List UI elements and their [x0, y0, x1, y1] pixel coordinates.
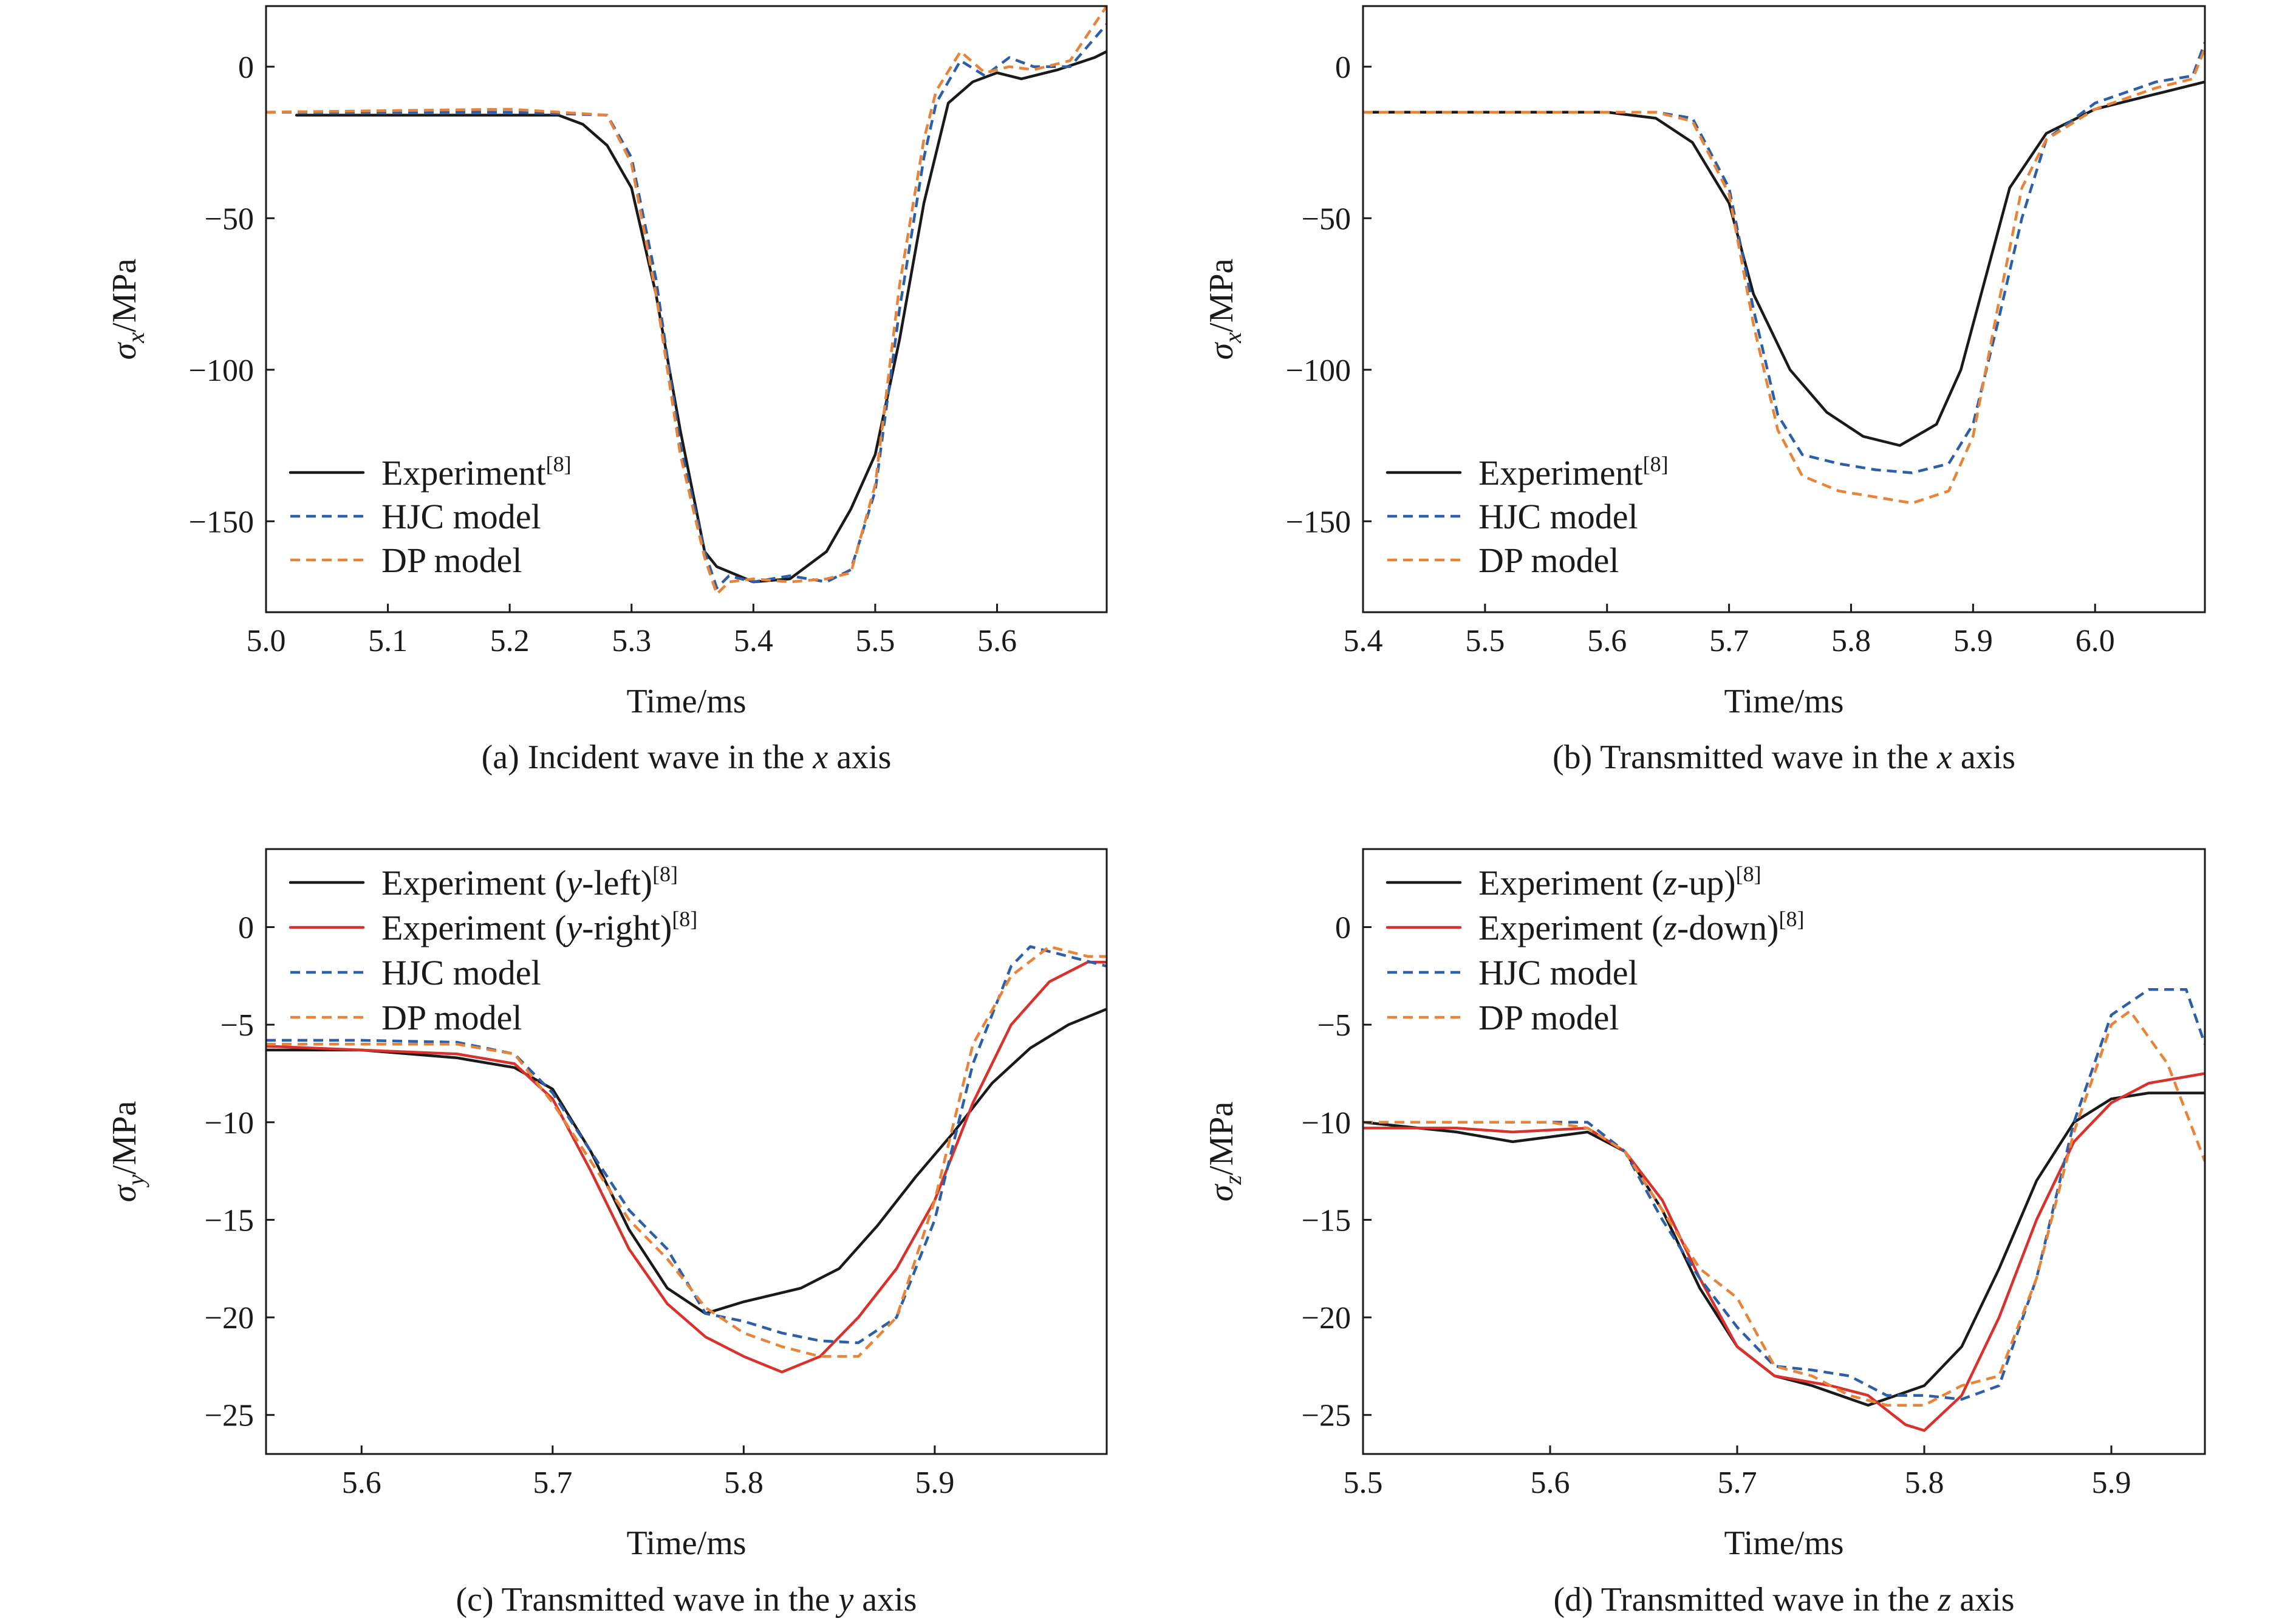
series-line-1-1	[295, 50, 1107, 584]
x-tick-label: 5.9	[2092, 1466, 2131, 1500]
x-tick-label: 5.3	[612, 624, 651, 658]
legend-entry: HJC model	[1478, 953, 1638, 992]
x-tick-label: 5.6	[1587, 624, 1627, 658]
x-tick-label: 5.9	[915, 1466, 954, 1500]
x-tick-label: 5.6	[977, 624, 1017, 658]
panel-caption: (a) Incident wave in the x axis	[482, 739, 892, 776]
y-tick-label: −20	[1302, 1301, 1351, 1336]
y-tick-label: −50	[1302, 202, 1351, 236]
chart-panel-2: 5.4 5.5 5.6 5.7 5.8 5.9 6.0 0 −50 −100 −150 Time/ms…	[1203, 5, 2206, 776]
x-tick-label: 5.8	[1905, 1466, 1944, 1500]
x-tick-label: 5.4	[734, 624, 773, 658]
series-line-4-1	[1363, 1091, 2205, 1407]
legend-entry: DP model	[1478, 541, 1619, 580]
x-axis-label: Time/ms	[1724, 683, 1843, 720]
x-tick-label: 5.6	[1531, 1466, 1570, 1500]
panel-caption: (c) Transmitted wave in the y axis	[456, 1581, 917, 1619]
x-tick-label: 5.5	[1344, 1466, 1383, 1500]
y-axis-label: σy/MPa	[106, 1101, 149, 1202]
y-tick-label: −25	[1302, 1399, 1351, 1433]
legend-entry: Experiment (z-up)[8]	[1478, 862, 1761, 903]
y-tick-label: −100	[189, 353, 254, 388]
legend-entry: Experiment (y-right)[8]	[381, 907, 697, 947]
plot-frame	[265, 848, 1108, 1455]
y-tick-label: −150	[189, 505, 254, 539]
x-tick-label: 5.4	[1344, 624, 1383, 658]
legend-entry: DP model	[381, 998, 522, 1037]
y-tick-label: −25	[205, 1399, 254, 1433]
x-tick-label: 5.5	[855, 624, 895, 658]
y-tick-label: 0	[1335, 50, 1351, 85]
legend-entry: Experiment (z-down)[8]	[1478, 907, 1804, 947]
x-tick-label: 5.8	[1831, 624, 1871, 658]
x-tick-label: 6.0	[2076, 624, 2115, 658]
x-tick-label: 5.6	[342, 1466, 381, 1500]
series-line-2-3	[1363, 48, 2205, 505]
x-tick-label: 5.8	[724, 1466, 764, 1500]
plot-frame	[1362, 848, 2206, 1455]
y-tick-label: −10	[1302, 1106, 1351, 1141]
y-tick-label: −15	[205, 1203, 254, 1238]
y-tick-label: −100	[1286, 353, 1351, 388]
y-tick-label: 0	[238, 911, 254, 946]
x-tick-label: 5.7	[533, 1466, 572, 1500]
chart-panel-1: 5.0 5.1 5.2 5.3 5.4 5.5 5.6 0 −50 −100 −150 Time/ms…	[106, 5, 1108, 776]
chart-panel-4: 5.5 5.6 5.7 5.8 5.9 0 −5 −10 −15 −20 −25 Time/ms σz/…	[1203, 848, 2206, 1619]
y-axis-label: σx/MPa	[1203, 258, 1246, 360]
series-line-4-3	[1363, 988, 2205, 1401]
series-line-1-3	[266, 6, 1107, 596]
chart-panel-3: 5.6 5.7 5.8 5.9 0 −5 −10 −15 −20 −25 Time/ms σy/MPa…	[106, 848, 1108, 1619]
legend-entry: Experiment[8]	[381, 452, 572, 493]
series-line-4-2	[1363, 1072, 2205, 1432]
y-tick-label: −20	[205, 1301, 254, 1336]
y-axis-label: σx/MPa	[106, 258, 149, 360]
y-tick-label: −10	[205, 1106, 254, 1141]
y-tick-label: −50	[205, 202, 254, 236]
x-tick-label: 5.7	[1718, 1466, 1757, 1500]
series-line-2-1	[1363, 80, 2205, 447]
x-axis-label: Time/ms	[626, 683, 746, 720]
y-tick-label: −15	[1302, 1203, 1351, 1238]
plot-frame	[265, 5, 1108, 613]
x-tick-label: 5.5	[1465, 624, 1505, 658]
legend-entry: Experiment (y-left)[8]	[381, 862, 678, 903]
x-axis-label: Time/ms	[626, 1524, 746, 1562]
legend-entry: HJC model	[381, 497, 541, 536]
plot-frame	[1362, 5, 2206, 613]
x-tick-label: 5.1	[368, 624, 408, 658]
x-tick-label: 5.9	[1953, 624, 1993, 658]
series-line-4-4	[1363, 1009, 2205, 1407]
y-tick-label: 0	[1335, 911, 1351, 946]
y-tick-label: 0	[238, 50, 254, 85]
y-tick-label: −5	[1317, 1008, 1351, 1043]
legend-entry: DP model	[381, 541, 522, 580]
y-tick-label: −150	[1286, 505, 1351, 539]
panel-caption: (b) Transmitted wave in the x axis	[1553, 739, 2015, 776]
x-tick-label: 5.7	[1709, 624, 1749, 658]
y-tick-label: −5	[220, 1008, 254, 1043]
legend-entry: HJC model	[1478, 497, 1638, 536]
y-axis-label: σz/MPa	[1203, 1102, 1246, 1202]
x-axis-label: Time/ms	[1724, 1524, 1843, 1562]
legend-entry: Experiment[8]	[1478, 452, 1669, 493]
series-line-3-2	[266, 961, 1107, 1374]
legend-entry: DP model	[1478, 998, 1619, 1037]
x-tick-label: 5.2	[490, 624, 530, 658]
series-line-2-2	[1363, 42, 2205, 474]
panel-caption: (d) Transmitted wave in the z axis	[1553, 1581, 2014, 1619]
legend-entry: HJC model	[381, 953, 541, 992]
series-line-3-1	[266, 1008, 1107, 1315]
x-tick-label: 5.0	[247, 624, 286, 658]
series-line-3-4	[266, 945, 1107, 1358]
